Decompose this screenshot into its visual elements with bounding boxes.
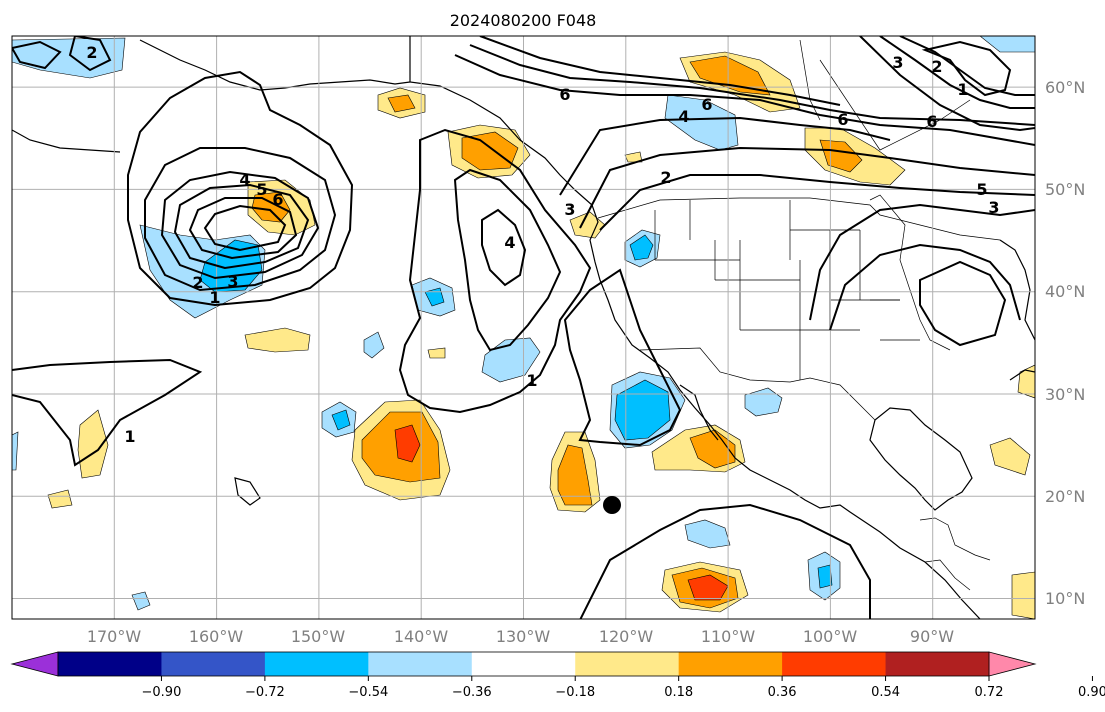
longitude-labels: 170°W 160°W 150°W 140°W 130°W 120°W 110°… <box>87 627 954 646</box>
colorbar-tick-label: −0.36 <box>452 685 492 700</box>
graticule <box>12 36 1035 619</box>
colorbar-segment <box>885 652 990 676</box>
colorbar-tick-label: −0.90 <box>142 685 182 700</box>
colorbar-extend-high <box>988 651 1037 677</box>
colorbar-segment <box>58 652 162 676</box>
contour-label: 4 <box>239 170 250 189</box>
lon-label: 100°W <box>803 627 858 646</box>
contour-label: 6 <box>701 95 712 114</box>
contour-label: 4 <box>678 107 689 126</box>
lon-label: 160°W <box>189 627 244 646</box>
contour-label: 1 <box>209 288 220 307</box>
contour-label: 2 <box>86 43 97 62</box>
lon-label: 130°W <box>496 627 551 646</box>
lon-label: 170°W <box>87 627 142 646</box>
lat-label: 60°N <box>1045 78 1085 97</box>
lat-label: 40°N <box>1045 282 1085 301</box>
colorbar-segment <box>782 652 887 676</box>
colorbar-tick-label: 0.54 <box>871 685 900 700</box>
colorbar-segment <box>264 652 369 676</box>
contour-label: 2 <box>660 168 671 187</box>
contour-label: 1 <box>957 80 968 99</box>
contour-label: 6 <box>559 85 570 104</box>
colorbar-tick-label: −0.54 <box>348 685 388 700</box>
lat-label: 50°N <box>1045 180 1085 199</box>
contour-label: 6 <box>837 110 848 129</box>
colorbar: −0.90 −0.72 −0.54 −0.36 −0.18 0.18 0.36 0.54 0.7… <box>10 651 1105 700</box>
contour-label: 3 <box>227 272 238 291</box>
contour-label: 2 <box>192 273 203 292</box>
colorbar-tick-label: 0.90 <box>1078 685 1105 700</box>
contour-lines <box>12 36 1035 619</box>
map-area: 1 2 3 4 5 6 1 1 4 3 2 5 3 6 6 6 6 4 2 1 … <box>12 36 1035 619</box>
contour-label: 5 <box>256 180 267 199</box>
colorbar-segment <box>471 652 576 676</box>
colorbar-segment <box>575 652 680 676</box>
figure-title: 2024080200 F048 <box>450 11 597 30</box>
map-frame <box>11 35 1036 620</box>
colorbar-segment <box>678 652 783 676</box>
contour-label: 3 <box>564 200 575 219</box>
colorbar-extend-low <box>10 651 59 677</box>
contour-label: 1 <box>124 427 135 446</box>
lat-label: 20°N <box>1045 487 1085 506</box>
colorbar-segment <box>161 652 266 676</box>
colorbar-tick-label: −0.72 <box>245 685 285 700</box>
contour-label: 6 <box>272 190 283 209</box>
lon-label: 150°W <box>291 627 346 646</box>
colorbar-segment <box>368 652 473 676</box>
location-marker-dot <box>603 496 621 514</box>
lon-label: 120°W <box>599 627 654 646</box>
latitude-labels: 60°N 50°N 40°N 30°N 20°N 10°N <box>1045 78 1085 608</box>
lat-label: 30°N <box>1045 385 1085 404</box>
colorbar-tick-label: 0.18 <box>664 685 693 700</box>
coastlines <box>12 36 1035 619</box>
contour-label: 3 <box>988 198 999 217</box>
colorbar-tick-label: −0.18 <box>555 685 595 700</box>
colorbar-tick-label: 0.36 <box>768 685 797 700</box>
contour-label: 3 <box>892 53 903 72</box>
contour-label: 4 <box>504 233 515 252</box>
lon-label: 110°W <box>701 627 756 646</box>
lon-label: 140°W <box>394 627 449 646</box>
contour-label-group: 1 2 3 4 5 6 1 1 4 3 2 5 3 6 6 6 6 4 2 1 … <box>86 43 999 446</box>
contour-label: 2 <box>931 57 942 76</box>
colorbar-tick-label: 0.72 <box>975 685 1004 700</box>
contour-label: 5 <box>976 180 987 199</box>
lat-label: 10°N <box>1045 589 1085 608</box>
contour-label: 1 <box>526 371 537 390</box>
lon-label: 90°W <box>910 627 954 646</box>
contour-label: 6 <box>926 112 937 131</box>
